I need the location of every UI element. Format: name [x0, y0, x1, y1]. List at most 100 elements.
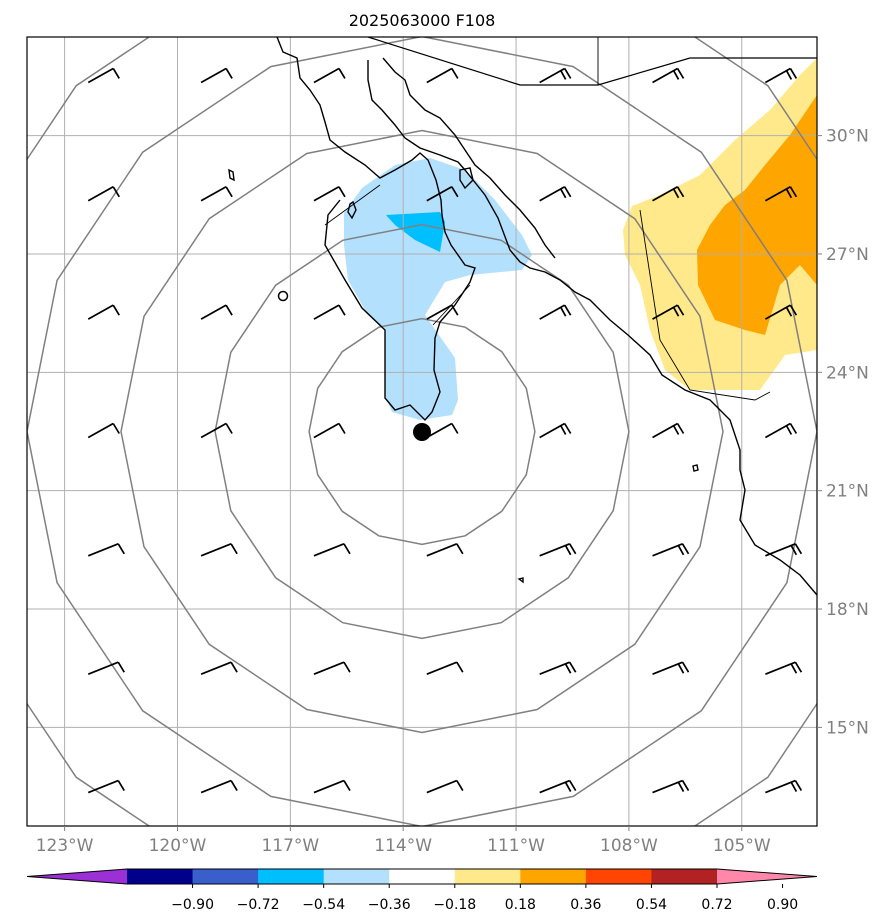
- wind-barbs: [87, 67, 803, 794]
- colorbar-extend-high: [717, 869, 817, 884]
- wind-barb: [539, 661, 577, 675]
- wind-barb: [652, 304, 685, 320]
- wind-barb: [652, 67, 685, 84]
- wind-barb: [539, 67, 572, 84]
- wind-barb: [313, 422, 346, 439]
- islas-marias: [692, 464, 699, 472]
- colorbar-tick-label: 0.36: [570, 897, 601, 913]
- wind-barb: [87, 304, 120, 320]
- lat-tick-label: 27°N: [826, 245, 869, 265]
- wind-barb: [200, 661, 238, 675]
- wind-barb: [87, 186, 120, 202]
- wind-barb: [87, 422, 120, 439]
- sonora-coast: [382, 57, 556, 259]
- wind-barb: [652, 422, 685, 439]
- colorbar-segment: [454, 869, 521, 884]
- colorbar-tick-label: −0.18: [433, 897, 476, 913]
- gulf-east-coast: [367, 60, 817, 596]
- wind-barb: [764, 422, 798, 439]
- wind-barb: [539, 779, 577, 794]
- wind-barb: [765, 661, 803, 675]
- wind-barb: [87, 779, 125, 794]
- storm-center-marker: [413, 423, 431, 441]
- secondary-center-marker: [277, 290, 289, 302]
- wind-barb: [87, 661, 125, 675]
- colorbar-tick-label: −0.54: [302, 897, 345, 913]
- colorbar-segment: [520, 869, 587, 884]
- wind-barb: [539, 186, 572, 202]
- small-island: [228, 168, 235, 182]
- colorbar-segment: [258, 869, 325, 884]
- map-title: 2025063000 F108: [349, 11, 496, 30]
- lon-tick-label: 120°W: [149, 836, 207, 856]
- lat-tick-label: 30°N: [826, 127, 869, 147]
- lat-tick-label: 18°N: [826, 600, 869, 620]
- wind-barb: [200, 67, 233, 84]
- coastlines: [228, 37, 817, 596]
- range-ring: [308, 317, 536, 546]
- anomaly-fill-layer: [344, 58, 817, 420]
- lon-tick-label: 117°W: [261, 836, 319, 856]
- colorbar: −0.90 −0.72 −0.54 −0.36 −0.18 0.18 0.36 0.54 0.7…: [26, 868, 818, 913]
- wind-barb: [87, 543, 125, 557]
- wind-barb: [539, 422, 572, 439]
- colorbar-segment: [323, 869, 390, 884]
- wind-barb: [426, 304, 459, 320]
- colorbar-tick-label: 0.90: [767, 897, 798, 913]
- baja-california-coast: [276, 37, 476, 422]
- colorbar-segment: [585, 869, 652, 884]
- colorbar-segment: [389, 869, 456, 884]
- lon-tick-label: 108°W: [600, 836, 658, 856]
- strong-positive-anomaly-region: [697, 95, 817, 335]
- wind-barb: [200, 186, 233, 202]
- wind-barb: [426, 422, 459, 439]
- wind-barb: [313, 661, 351, 675]
- wind-barb: [426, 186, 459, 202]
- wind-barb: [652, 779, 690, 794]
- lat-tick-label: 15°N: [826, 718, 869, 738]
- colorbar-tick-label: −0.36: [368, 897, 411, 913]
- lon-tick-label: 111°W: [487, 836, 545, 856]
- wind-barb: [764, 186, 798, 202]
- colorbar-segment: [192, 869, 259, 884]
- colorbar-tick-label: 0.54: [636, 897, 667, 913]
- wind-barb: [652, 661, 690, 675]
- latitude-tick-labels: 30°N 27°N 24°N 21°N 18°N 15°N: [817, 127, 869, 738]
- wind-barb: [426, 67, 459, 84]
- strong-negative-anomaly-region: [386, 212, 445, 252]
- colorbar-tick-label: −0.72: [237, 897, 280, 913]
- wind-barb: [87, 67, 120, 84]
- lon-tick-label: 105°W: [713, 836, 771, 856]
- wind-barb: [764, 304, 798, 320]
- lon-tick-label: 114°W: [374, 836, 432, 856]
- wind-barb: [652, 186, 685, 202]
- wind-barb: [652, 543, 690, 557]
- wind-barb: [539, 304, 572, 320]
- wind-barb: [764, 67, 798, 84]
- wind-barb: [313, 304, 346, 320]
- wind-barb: [313, 543, 351, 557]
- lon-tick-label: 123°W: [36, 836, 94, 856]
- cedros-island: [347, 200, 357, 220]
- range-ring: [214, 223, 630, 640]
- negative-anomaly-region: [344, 158, 532, 420]
- tiburon-island: [459, 167, 474, 190]
- wind-barb: [765, 543, 803, 557]
- range-ring: [27, 37, 817, 826]
- colorbar-tick-label: 0.72: [701, 897, 732, 913]
- revillagigedo-island: [517, 577, 524, 584]
- lat-tick-label: 24°N: [826, 363, 869, 383]
- map-frame: [26, 36, 818, 827]
- wind-barb: [426, 543, 464, 557]
- wind-barb: [200, 543, 238, 557]
- wind-barb: [426, 661, 464, 675]
- colorbar-segment: [651, 869, 718, 884]
- state-boundaries: [324, 37, 771, 401]
- colorbar-tick-label: −0.90: [171, 897, 214, 913]
- wind-barb: [426, 779, 464, 794]
- colorbar-extend-low: [27, 869, 127, 884]
- wind-barb: [765, 779, 803, 794]
